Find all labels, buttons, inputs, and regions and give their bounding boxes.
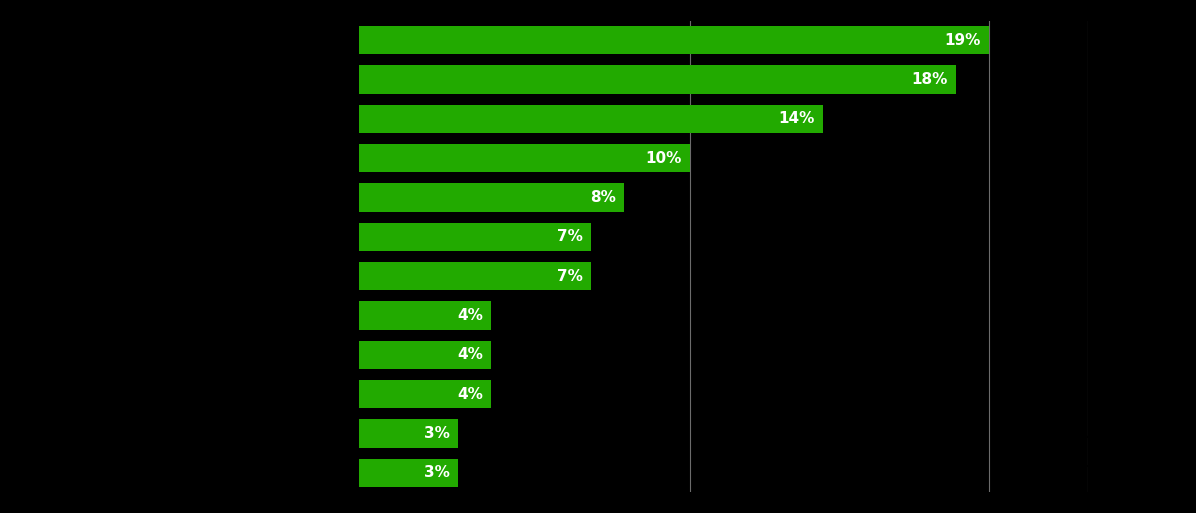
Text: 3%: 3% xyxy=(425,426,450,441)
Bar xyxy=(359,419,458,448)
Bar xyxy=(359,26,989,54)
Bar xyxy=(359,380,492,408)
Bar xyxy=(359,301,492,330)
Text: 19%: 19% xyxy=(944,33,981,48)
Text: 4%: 4% xyxy=(457,387,483,402)
Text: 10%: 10% xyxy=(646,151,682,166)
Text: 14%: 14% xyxy=(779,111,814,126)
Bar xyxy=(359,341,492,369)
Text: 18%: 18% xyxy=(911,72,947,87)
Text: 7%: 7% xyxy=(557,229,582,244)
Text: 4%: 4% xyxy=(457,308,483,323)
Bar xyxy=(359,144,690,172)
Bar xyxy=(359,183,624,212)
Text: 7%: 7% xyxy=(557,269,582,284)
Bar xyxy=(359,105,823,133)
Text: 8%: 8% xyxy=(590,190,616,205)
Text: 3%: 3% xyxy=(425,465,450,480)
Bar xyxy=(359,65,956,94)
Text: 🇨🇦: 🇨🇦 xyxy=(1079,435,1122,468)
Bar xyxy=(359,262,591,290)
Bar xyxy=(359,459,458,487)
Bar xyxy=(359,223,591,251)
Text: 4%: 4% xyxy=(457,347,483,362)
